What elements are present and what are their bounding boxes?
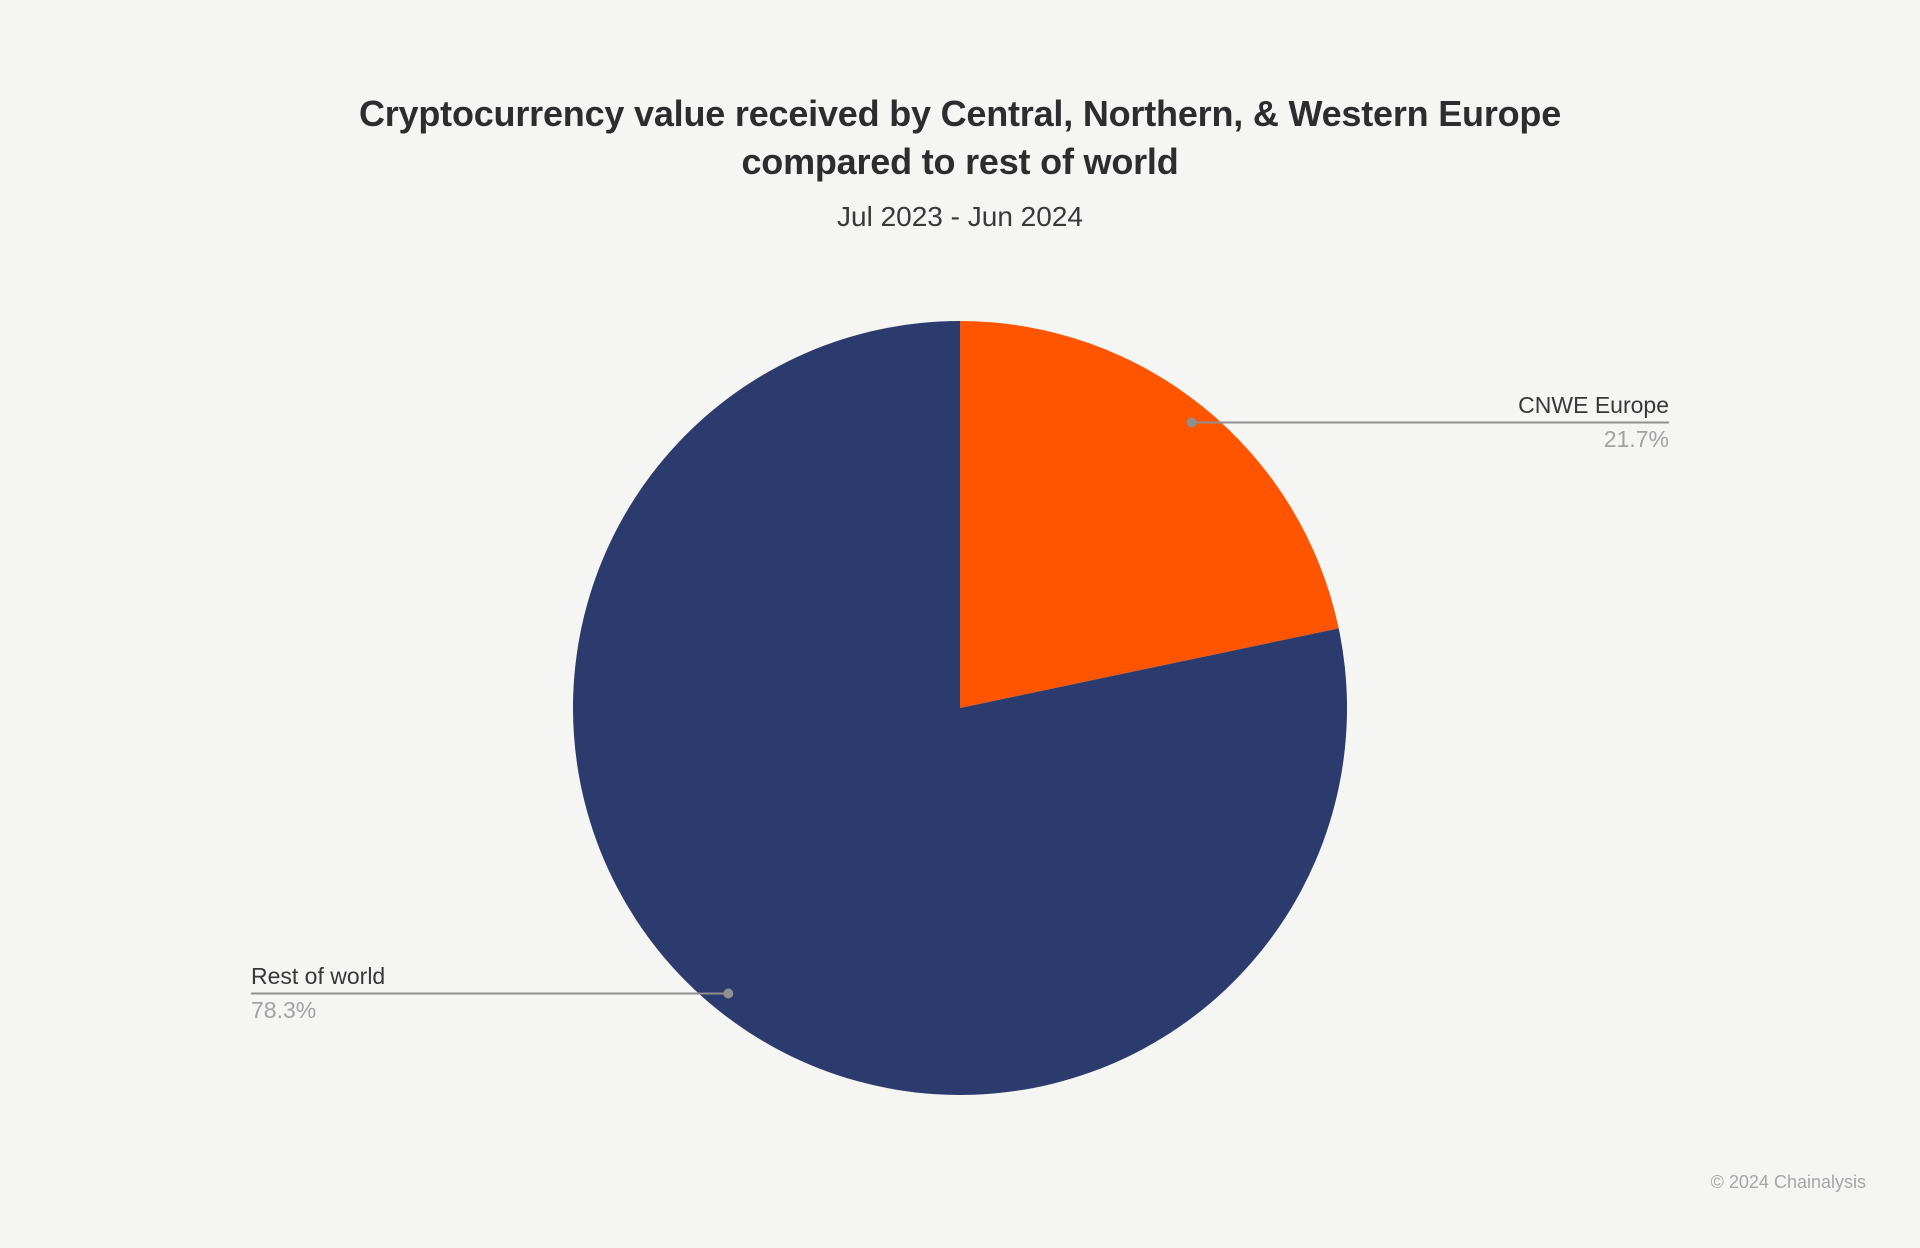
slice-percent-rest-of-world: 78.3% — [251, 997, 317, 1023]
chart-title: Cryptocurrency value received by Central… — [0, 90, 1920, 186]
slice-percent-cnwe-europe: 21.7% — [1603, 426, 1669, 452]
pie-slice-rest-of-world[interactable] — [572, 321, 1347, 1095]
copyright-notice: © 2024 Chainalysis — [1710, 1172, 1866, 1192]
pie-slice-cnwe-europe[interactable] — [960, 321, 1339, 708]
chart-title-line1: Cryptocurrency value received by Central… — [358, 93, 1562, 134]
slice-label-cnwe-europe: CNWE Europe — [1518, 392, 1669, 418]
callout-rest-of-world: Rest of world 78.3% — [251, 962, 385, 1023]
leader-dot-cnwe-europe — [1186, 417, 1197, 428]
callout-cnwe-europe: CNWE Europe 21.7% — [1518, 391, 1669, 452]
slice-label-rest-of-world: Rest of world — [251, 963, 386, 989]
chart-title-line2: compared to rest of world — [741, 141, 1179, 182]
leader-dot-rest-of-world — [723, 988, 734, 999]
chart-subtitle: Jul 2023 - Jun 2024 — [837, 201, 1083, 232]
